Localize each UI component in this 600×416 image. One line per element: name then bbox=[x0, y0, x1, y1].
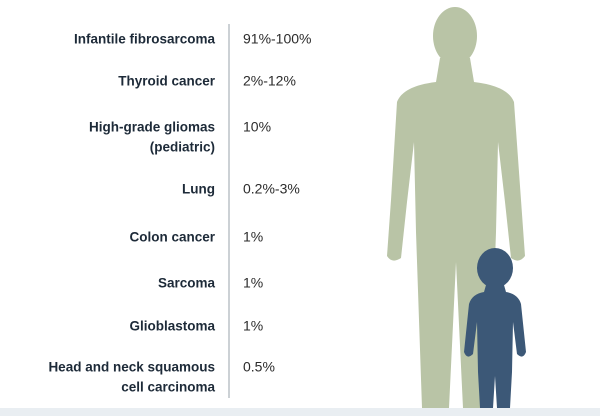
row-value: 1% bbox=[243, 229, 263, 245]
row-label: Sarcoma bbox=[158, 276, 216, 291]
row-value: 2%-12% bbox=[243, 73, 296, 89]
rows: Infantile fibrosarcoma 91%-100% Thyroid ca… bbox=[48, 31, 311, 395]
row-value: 0.2%-3% bbox=[243, 181, 300, 197]
row-value: 10% bbox=[243, 119, 271, 135]
row-label: Lung bbox=[182, 182, 215, 197]
row-value: 1% bbox=[243, 318, 263, 334]
bottom-strip bbox=[0, 408, 600, 416]
row-label: Infantile fibrosarcoma bbox=[74, 32, 216, 47]
row-label: Glioblastoma bbox=[129, 319, 215, 334]
row-value: 91%-100% bbox=[243, 31, 312, 47]
child-silhouette bbox=[464, 248, 526, 408]
row-value: 0.5% bbox=[243, 359, 275, 375]
row-label: Head and neck squamous bbox=[48, 360, 215, 375]
row-label: Colon cancer bbox=[129, 230, 215, 245]
row-value: 1% bbox=[243, 275, 263, 291]
row-label: (pediatric) bbox=[150, 140, 215, 155]
row-label: Thyroid cancer bbox=[118, 74, 216, 89]
row-label: High-grade gliomas bbox=[89, 120, 215, 135]
row-label: cell carcinoma bbox=[121, 380, 215, 395]
